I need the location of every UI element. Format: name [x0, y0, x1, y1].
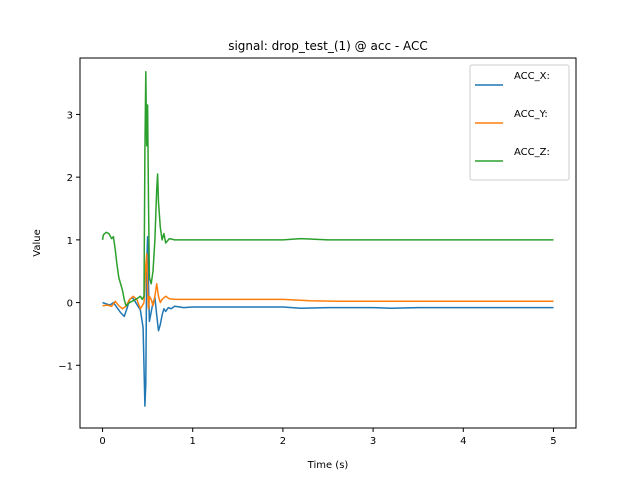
plot-lines	[101, 71, 554, 407]
legend: ACC_X: ACC_Y: ACC_Z:	[469, 64, 570, 181]
x-tick-label: 0	[99, 436, 105, 447]
legend-label-1: ACC_Y:	[514, 109, 548, 120]
series-line-0	[102, 235, 554, 407]
y-tick-label: 2	[67, 173, 73, 184]
legend-box	[469, 64, 570, 181]
chart-title: signal: drop_test_(1) @ acc - ACC	[228, 39, 428, 53]
x-tick-label: 1	[190, 436, 196, 447]
series-line-1	[102, 252, 554, 310]
x-axis-title: Time (s)	[307, 460, 349, 471]
series-line-2	[101, 71, 554, 307]
x-tick-label: 5	[550, 436, 556, 447]
y-axis-title: Value	[32, 229, 43, 256]
y-tick-label: −1	[58, 361, 73, 372]
x-tick-label: 4	[460, 436, 466, 447]
legend-label-0: ACC_X:	[514, 71, 550, 82]
legend-label-2: ACC_Z:	[514, 147, 550, 158]
x-axis: 0 1 2 3 4 5	[99, 428, 557, 447]
y-axis: −1 0 1 2 3	[58, 110, 80, 372]
x-tick-label: 2	[280, 436, 286, 447]
y-tick-label: 1	[67, 236, 73, 247]
y-tick-label: 0	[67, 299, 73, 310]
x-tick-label: 3	[370, 436, 376, 447]
plot-frame	[79, 57, 577, 429]
y-tick-label: 3	[67, 110, 73, 121]
